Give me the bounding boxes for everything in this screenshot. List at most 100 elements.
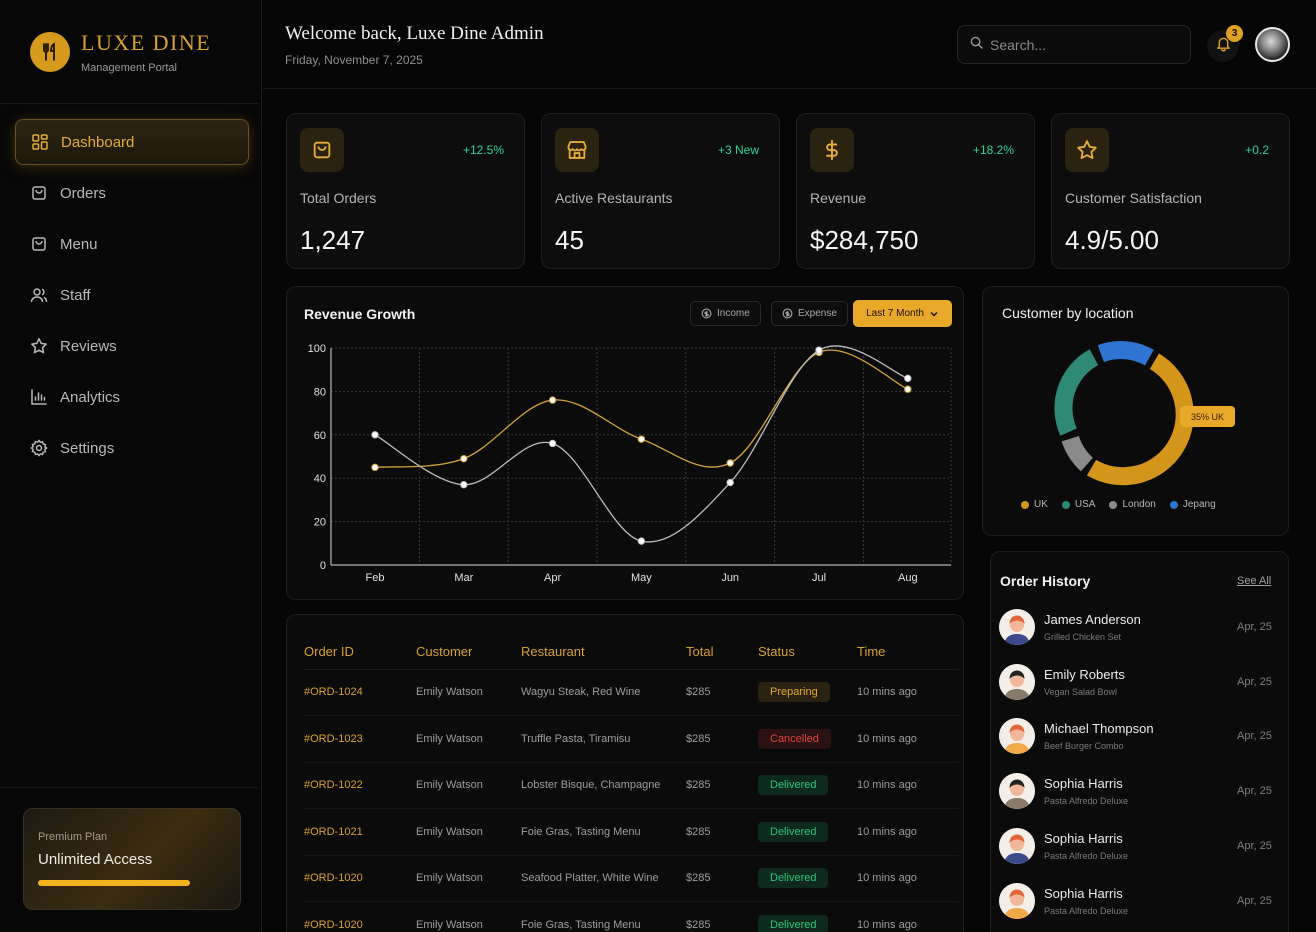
table-row[interactable]: #ORD-1023 Emily Watson Truffle Pasta, Tira… <box>304 715 959 763</box>
table-row[interactable]: #ORD-1022 Emily Watson Lobster Bisque, Cha… <box>304 762 959 809</box>
donut-segment-jepang <box>1097 341 1154 366</box>
avatar <box>999 827 1035 864</box>
search-box[interactable] <box>957 25 1191 64</box>
order-time: 10 mins ago <box>857 808 959 856</box>
order-id[interactable]: #ORD-1020 <box>304 901 416 932</box>
list-item[interactable]: James Anderson Grilled Chicken Set Apr, 25 <box>999 607 1282 657</box>
column-header[interactable]: Status <box>758 635 857 670</box>
order-id[interactable]: #ORD-1024 <box>304 669 416 716</box>
status-badge: Cancelled <box>758 728 831 749</box>
chart-legend: UK USA London Jepang <box>1021 499 1230 510</box>
store-icon <box>555 128 599 172</box>
avatar[interactable] <box>1255 27 1290 62</box>
legend-label: London <box>1122 499 1156 510</box>
sidebar-item-label: Orders <box>60 184 106 202</box>
order-restaurant: Foie Gras, Tasting Menu <box>521 808 686 856</box>
legend-item[interactable]: USA <box>1061 499 1096 510</box>
y-tick-label: 20 <box>314 517 326 529</box>
order-date: Apr, 25 <box>1237 675 1272 688</box>
data-point-expense <box>815 346 823 354</box>
sidebar-item-label: Analytics <box>60 388 121 406</box>
order-total: $285 <box>686 808 758 856</box>
location-percentage-tag: 35% UK <box>1180 406 1235 427</box>
revenue-chart: 0 20 40 60 80 100 Feb Mar Apr May Jun Jul Aug <box>308 343 952 584</box>
donut-segment-usa <box>1054 349 1099 436</box>
sidebar-item-analytics[interactable]: Analytics <box>15 374 249 420</box>
ordered-dish: Pasta Alfredo Deluxe <box>1044 796 1129 807</box>
sidebar-item-menu[interactable]: Menu <box>15 221 249 267</box>
sidebar-item-staff[interactable]: Staff <box>15 272 249 318</box>
data-point-income <box>726 459 734 467</box>
bell-icon <box>1215 35 1232 57</box>
stat-card-total-orders[interactable]: +12.5% Total Orders 1,247 <box>286 113 525 269</box>
stat-label: Customer Satisfaction <box>1065 190 1202 206</box>
legend-label: USA <box>1074 499 1096 510</box>
list-item[interactable]: Emily Roberts Vegan Salad Bowl Apr, 25 <box>999 662 1282 712</box>
list-item[interactable]: Sophia Harris Pasta Alfredo Deluxe Apr, 25 <box>999 881 1282 931</box>
legend-item[interactable]: UK <box>1021 499 1048 510</box>
sidebar-item-settings[interactable]: Settings <box>15 425 249 471</box>
stat-card-active-restaurants[interactable]: +3 New Active Restaurants 45 <box>541 113 780 269</box>
premium-plan-card[interactable]: Premium Plan Unlimited Access <box>23 808 241 910</box>
search-input[interactable] <box>990 36 1180 53</box>
star-icon <box>30 337 48 355</box>
x-tick-label: Apr <box>544 572 561 584</box>
legend-dot <box>1021 500 1029 509</box>
order-customer: Emily Watson <box>416 762 521 809</box>
stat-change: +0.2 <box>1245 143 1269 157</box>
order-date: Apr, 25 <box>1237 839 1272 852</box>
legend-item[interactable]: London <box>1109 499 1156 510</box>
column-header[interactable]: Order ID <box>304 635 416 670</box>
order-id[interactable]: #ORD-1020 <box>304 855 416 902</box>
legend-label: UK <box>1034 499 1048 510</box>
bag-icon <box>30 184 48 202</box>
customer-name: Sophia Harris <box>1044 885 1123 901</box>
table-row[interactable]: #ORD-1020 Emily Watson Seafood Platter, Wh… <box>304 855 959 902</box>
legend-item[interactable]: Jepang <box>1169 499 1216 510</box>
customer-name: Michael Thompson <box>1044 721 1154 737</box>
period-dropdown[interactable]: Last 7 Month <box>853 300 952 327</box>
notifications-button[interactable]: 3 <box>1207 25 1243 62</box>
column-header[interactable]: Restaurant <box>521 635 686 670</box>
brand[interactable]: LUXE DINE Management Portal <box>30 30 211 74</box>
avatar <box>999 609 1035 645</box>
column-header[interactable]: Time <box>857 635 959 670</box>
avatar <box>999 882 1035 919</box>
dashboard-icon <box>31 133 49 151</box>
sidebar-item-orders[interactable]: Orders <box>15 170 249 216</box>
order-id[interactable]: #ORD-1023 <box>304 715 416 763</box>
list-item[interactable]: Michael Thompson Beef Burger Combo Apr, 25 <box>999 716 1282 766</box>
chevron-down-icon <box>930 311 938 316</box>
list-item[interactable]: Sophia Harris Pasta Alfredo Deluxe Apr, 25 <box>999 826 1282 876</box>
stat-card-revenue[interactable]: +18.2% Revenue $284,750 <box>796 113 1035 269</box>
donut-segment-uk <box>1086 353 1194 486</box>
sidebar-item-dashboard[interactable]: Dashboard <box>15 119 249 165</box>
plan-title: Unlimited Access <box>38 851 153 868</box>
column-header[interactable]: Total <box>686 635 758 670</box>
table-row[interactable]: #ORD-1024 Emily Watson Wagyu Steak, Red Wi… <box>304 669 959 716</box>
search-icon <box>970 36 983 54</box>
order-status-cell: Delivered <box>758 762 857 809</box>
data-point-expense <box>904 374 912 383</box>
order-customer: Emily Watson <box>416 669 521 716</box>
order-total: $285 <box>686 762 758 809</box>
order-id[interactable]: #ORD-1021 <box>304 808 416 856</box>
order-id[interactable]: #ORD-1022 <box>304 762 416 809</box>
dollar-icon <box>810 128 854 172</box>
income-filter-button[interactable]: Income <box>690 301 761 326</box>
recent-orders-card: Order ID Customer Restaurant Total Statu… <box>286 614 964 932</box>
column-header[interactable]: Customer <box>416 635 521 670</box>
order-restaurant: Lobster Bisque, Champagne <box>521 762 686 809</box>
status-badge: Delivered <box>758 868 829 889</box>
expense-filter-button[interactable]: Expense <box>771 301 848 326</box>
stat-card-customer-satisfaction[interactable]: +0.2 Customer Satisfaction 4.9/5.00 <box>1051 113 1290 269</box>
customer-name: James Anderson <box>1044 612 1141 627</box>
see-all-link[interactable]: See All <box>1237 575 1272 587</box>
list-item[interactable]: Sophia Harris Pasta Alfredo Deluxe Apr, 25 <box>999 771 1282 821</box>
sidebar-item-reviews[interactable]: Reviews <box>15 323 249 369</box>
status-badge: Preparing <box>758 682 830 703</box>
table-row[interactable]: #ORD-1020 Emily Watson Foie Gras, Tasting … <box>304 901 959 932</box>
table-row[interactable]: #ORD-1021 Emily Watson Foie Gras, Tasting … <box>304 808 959 856</box>
plan-progress-bar <box>38 880 190 886</box>
legend-dot <box>1169 500 1178 509</box>
